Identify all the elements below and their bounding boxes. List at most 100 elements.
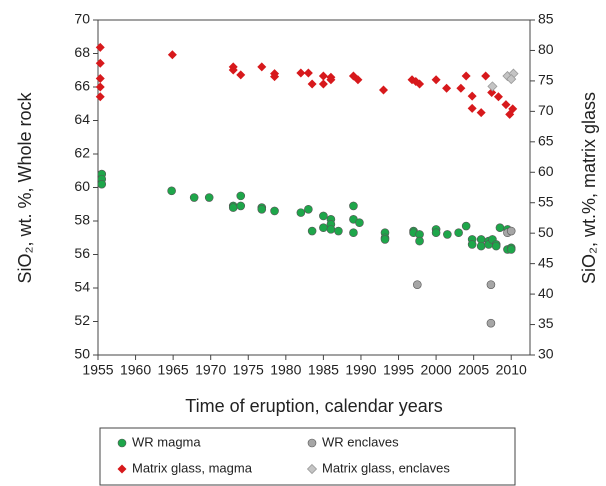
y-tick-label: 68 <box>74 44 90 60</box>
x-tick-label: 1965 <box>158 362 189 378</box>
y-tick-label: 58 <box>74 212 90 228</box>
circle-marker <box>461 221 471 231</box>
circle-marker <box>476 241 486 251</box>
circle-marker <box>349 228 358 238</box>
x-tick-label: 2000 <box>421 362 452 378</box>
circle-marker <box>326 225 336 234</box>
diamond-marker <box>431 75 441 85</box>
circle-marker <box>349 201 358 211</box>
circle-marker <box>495 223 505 232</box>
diamond-marker <box>442 83 452 93</box>
diamond-marker <box>228 65 238 75</box>
diamond-marker <box>95 92 105 102</box>
x-axis-label: Time of eruption, calendar years <box>185 396 442 416</box>
legend-label: WR enclaves <box>322 434 399 449</box>
y-tick-label: 70 <box>74 11 90 27</box>
x-tick-label: 2005 <box>458 362 489 378</box>
y2-tick-label: 50 <box>538 224 554 240</box>
diamond-marker <box>378 85 388 95</box>
circle-marker <box>486 318 496 328</box>
circle-marker <box>491 241 501 251</box>
legend-marker <box>117 464 127 474</box>
diamond-marker <box>476 108 486 118</box>
diamond-marker <box>95 82 105 92</box>
diamond-marker <box>487 87 497 97</box>
circle-marker <box>506 245 516 254</box>
diamond-marker <box>236 70 246 80</box>
circle-marker <box>413 280 422 289</box>
circle-marker <box>506 226 516 236</box>
y2-tick-label: 35 <box>538 315 554 331</box>
x-tick-label: 1975 <box>233 362 264 378</box>
circle-marker <box>415 236 424 246</box>
diamond-marker <box>326 75 336 85</box>
y2-tick-label: 30 <box>538 346 554 362</box>
diamond-marker <box>487 81 498 92</box>
circle-marker <box>319 211 328 221</box>
legend-marker <box>307 438 317 448</box>
legend-marker <box>306 463 318 475</box>
circle-marker <box>167 186 176 196</box>
y2-tick-label: 80 <box>538 41 554 57</box>
diamond-marker <box>481 71 491 81</box>
y2-tick-label: 85 <box>538 11 554 27</box>
diamond-marker <box>508 104 518 114</box>
circle-marker <box>296 208 306 217</box>
y2-tick-label: 60 <box>538 163 554 179</box>
circle-marker <box>380 235 390 244</box>
diamond-marker <box>257 62 267 72</box>
circle-marker <box>257 204 267 214</box>
x-tick-label: 2010 <box>496 362 527 378</box>
circle-marker <box>304 204 313 214</box>
y-tick-label: 66 <box>74 78 90 94</box>
y-tick-label: 54 <box>74 279 90 295</box>
diamond-marker <box>456 83 466 93</box>
circle-marker <box>228 203 238 212</box>
plot-frame <box>97 19 531 356</box>
legend-label: Matrix glass, magma <box>132 460 253 475</box>
diamond-marker <box>493 92 503 102</box>
x-tick-label: 1990 <box>345 362 376 378</box>
circle-marker <box>355 218 364 227</box>
circle-marker <box>443 230 452 239</box>
y-tick-label: 56 <box>74 245 90 261</box>
y2-tick-label: 55 <box>538 193 554 209</box>
x-tick-label: 1995 <box>383 362 414 378</box>
y2-tick-label: 75 <box>538 72 554 88</box>
legend-box <box>99 427 516 486</box>
y2-tick-label: 70 <box>538 102 554 118</box>
diamond-marker <box>303 68 313 78</box>
circle-marker <box>270 206 279 216</box>
legend-label: Matrix glass, enclaves <box>322 460 450 475</box>
circle-marker <box>467 240 477 249</box>
diamond-marker <box>467 103 477 113</box>
y-axis-label: SiO₂, wt. %, Whole rock <box>15 91 35 283</box>
diamond-marker <box>501 100 511 110</box>
y2-axis-label: SiO₂, wt.%, matrix glass <box>579 92 599 284</box>
diamond-marker <box>318 71 328 81</box>
circle-marker <box>236 191 246 201</box>
x-tick-label: 1970 <box>195 362 226 378</box>
y-tick-label: 62 <box>74 145 90 161</box>
diamond-marker <box>318 79 328 89</box>
y2-tick-label: 40 <box>538 285 554 301</box>
diamond-marker <box>167 50 177 60</box>
diamond-marker <box>461 71 471 81</box>
circle-marker <box>307 226 317 236</box>
diamond-marker <box>467 91 477 101</box>
diamond-marker <box>296 68 306 78</box>
diamond-marker <box>95 73 105 83</box>
circle-marker <box>486 280 496 289</box>
circle-marker <box>319 223 328 232</box>
circle-marker <box>204 193 214 202</box>
y-tick-label: 52 <box>74 312 90 328</box>
x-tick-label: 1955 <box>82 362 113 378</box>
diamond-marker <box>95 42 105 52</box>
y2-tick-label: 45 <box>538 254 554 270</box>
circle-marker <box>431 228 441 238</box>
y-tick-label: 50 <box>74 346 90 362</box>
circle-marker <box>97 179 107 189</box>
diamond-marker <box>95 58 105 68</box>
diamond-marker <box>353 75 363 85</box>
